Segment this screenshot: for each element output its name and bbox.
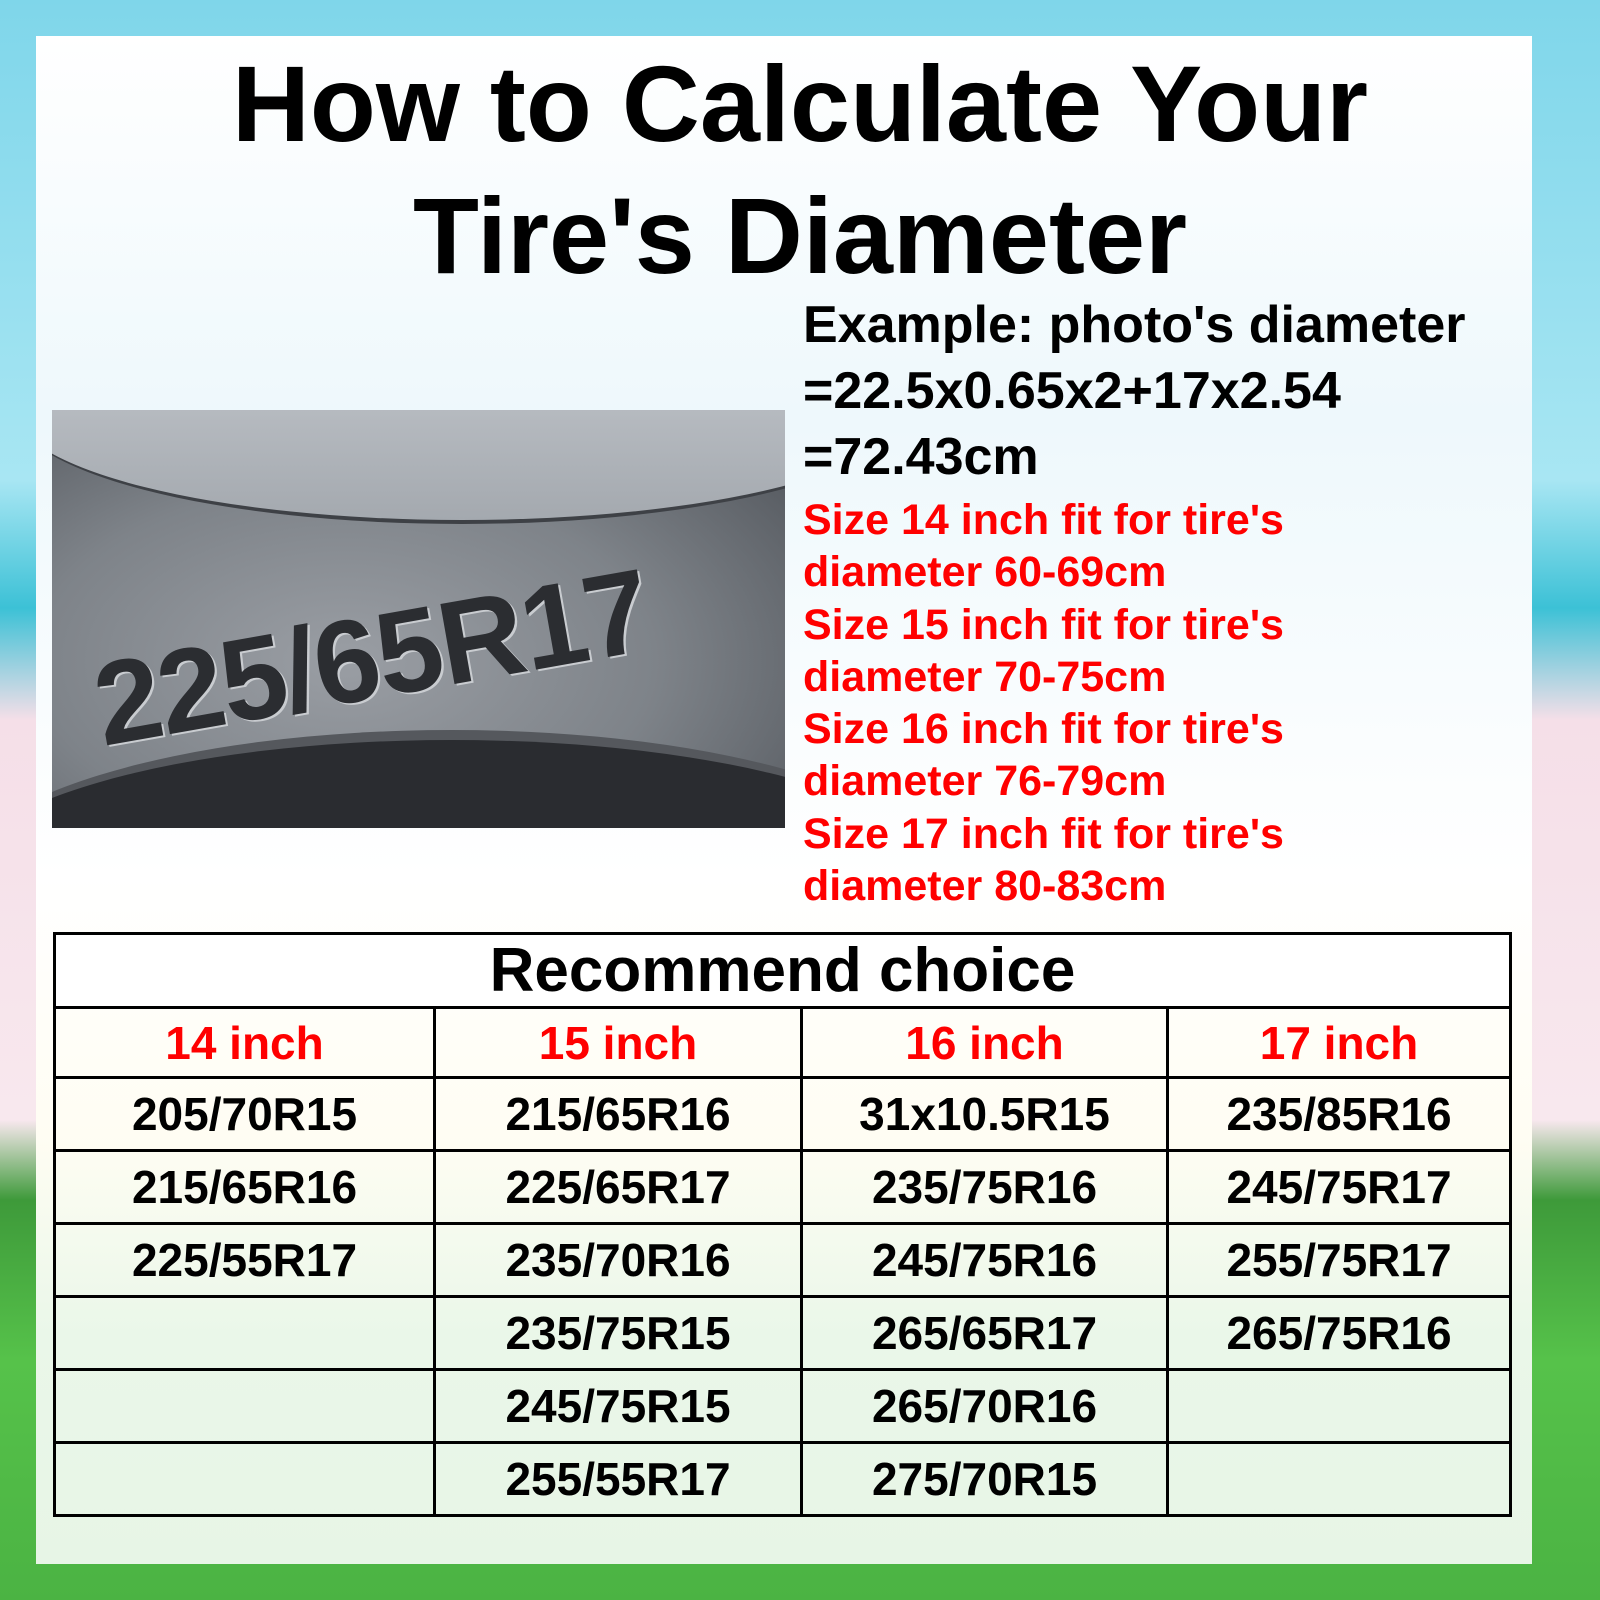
table-row: 235/75R15 265/65R17 265/75R16 bbox=[53, 1295, 1512, 1371]
table-cell bbox=[1166, 1441, 1512, 1517]
calculation-info: Example: photo's diameter =22.5x0.65x2+1… bbox=[803, 292, 1563, 912]
size-rule-line2: diameter 80-83cm bbox=[803, 862, 1167, 911]
table-cell: 265/75R16 bbox=[1166, 1295, 1512, 1371]
column-header-14: 14 inch bbox=[53, 1006, 436, 1079]
table-row: 245/75R15 265/70R16 bbox=[53, 1368, 1512, 1444]
example-line-2: =22.5x0.65x2+17x2.54 bbox=[803, 362, 1341, 420]
table-row: 225/55R17 235/70R16 245/75R16 255/75R17 bbox=[53, 1222, 1512, 1298]
table-cell: 215/65R16 bbox=[433, 1076, 803, 1152]
example-line-3: =72.43cm bbox=[803, 428, 1039, 486]
table-cell: 245/75R17 bbox=[1166, 1149, 1512, 1225]
table-cell: 225/55R17 bbox=[53, 1222, 436, 1298]
size-rule-line1: Size 16 inch fit for tire's bbox=[803, 705, 1284, 754]
table-cell: 245/75R16 bbox=[800, 1222, 1169, 1298]
size-rule-line1: Size 17 inch fit for tire's bbox=[803, 809, 1284, 858]
column-header-15: 15 inch bbox=[433, 1006, 803, 1079]
table-cell: 225/65R17 bbox=[433, 1149, 803, 1225]
column-header-row: 14 inch 15 inch 16 inch 17 inch bbox=[53, 1006, 1512, 1079]
table-cell: 235/75R16 bbox=[800, 1149, 1169, 1225]
table-cell: 235/85R16 bbox=[1166, 1076, 1512, 1152]
table-cell: 275/70R15 bbox=[800, 1441, 1169, 1517]
table-caption: Recommend choice bbox=[53, 932, 1512, 1009]
table-row: 215/65R16 225/65R17 235/75R16 245/75R17 bbox=[53, 1149, 1512, 1225]
example-line-1: Example: photo's diameter bbox=[803, 296, 1466, 354]
size-rule-line1: Size 15 inch fit for tire's bbox=[803, 600, 1284, 649]
table-cell bbox=[53, 1368, 436, 1444]
column-header-17: 17 inch bbox=[1166, 1006, 1512, 1079]
table-cell bbox=[53, 1441, 436, 1517]
table-cell: 245/75R15 bbox=[433, 1368, 803, 1444]
size-rule-line2: diameter 60-69cm bbox=[803, 548, 1167, 597]
table-row: 255/55R17 275/70R15 bbox=[53, 1441, 1512, 1517]
table-cell bbox=[1166, 1368, 1512, 1444]
title-line-1: How to Calculate Your bbox=[231, 43, 1369, 164]
table-row: 205/70R15 215/65R16 31x10.5R15 235/85R16 bbox=[53, 1076, 1512, 1152]
tire-sidewall-photo: 225/65R17 bbox=[52, 410, 785, 828]
table-cell: 235/75R15 bbox=[433, 1295, 803, 1371]
column-header-16: 16 inch bbox=[800, 1006, 1169, 1079]
table-cell: 31x10.5R15 bbox=[800, 1076, 1169, 1152]
table-cell: 265/65R17 bbox=[800, 1295, 1169, 1371]
title-line-2: Tire's Diameter bbox=[412, 175, 1188, 296]
table-cell: 265/70R16 bbox=[800, 1368, 1169, 1444]
table-cell: 255/55R17 bbox=[433, 1441, 803, 1517]
table-cell bbox=[53, 1295, 436, 1371]
size-rule-line2: diameter 70-75cm bbox=[803, 652, 1167, 701]
recommend-table: Recommend choice 14 inch 15 inch 16 inch… bbox=[53, 932, 1512, 1517]
tire-tread bbox=[52, 410, 785, 524]
table-cell: 255/75R17 bbox=[1166, 1222, 1512, 1298]
table-cell: 215/65R16 bbox=[53, 1149, 436, 1225]
size-rule-line1: Size 14 inch fit for tire's bbox=[803, 496, 1284, 544]
table-cell: 235/70R16 bbox=[433, 1222, 803, 1298]
table-cell: 205/70R15 bbox=[53, 1076, 436, 1152]
size-rule-line2: diameter 76-79cm bbox=[803, 757, 1167, 806]
